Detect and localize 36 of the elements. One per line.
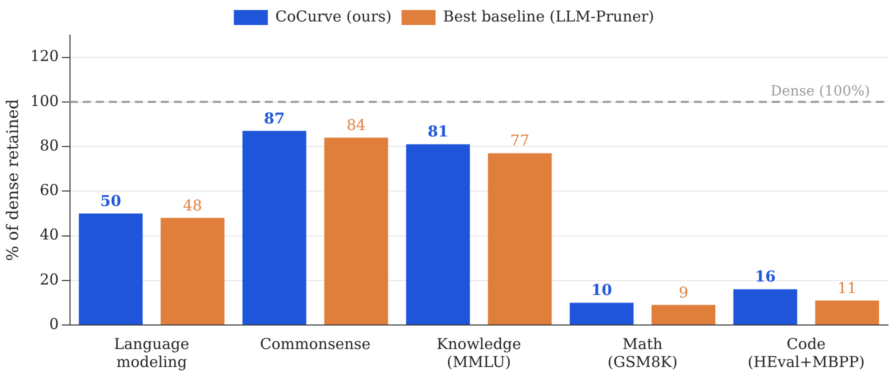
- data-label: 50: [100, 192, 122, 210]
- data-label: 48: [183, 196, 202, 214]
- y-tick-label: 120: [30, 47, 59, 66]
- data-label: 81: [428, 122, 448, 141]
- bar: [242, 130, 306, 324]
- data-label: 84: [346, 116, 366, 134]
- y-tick-label: 40: [40, 226, 59, 244]
- x-tick-label: Knowledge (MMLU): [436, 334, 522, 371]
- bar: [406, 144, 470, 324]
- y-tick-label: 0: [49, 314, 59, 333]
- bar: [652, 304, 716, 324]
- x-tick-label: Code (HEval+MBPP): [748, 334, 865, 371]
- y-tick-label: 20: [40, 270, 59, 288]
- bar: [733, 289, 798, 324]
- x-tick-label: Math (GSM8K): [608, 334, 678, 371]
- data-label: 16: [754, 268, 776, 286]
- y-tick-label: 80: [40, 136, 59, 154]
- bar: [324, 138, 388, 324]
- legend-label: Best baseline (LLM-Pruner): [443, 7, 654, 26]
- y-axis-title: % of dense retained: [2, 99, 22, 261]
- bar: [160, 218, 224, 324]
- x-tick-label: Commonsense: [260, 334, 371, 353]
- y-tick-label: 60: [40, 181, 59, 200]
- ref-line-label: Dense (100%): [770, 84, 870, 100]
- bar: [488, 153, 552, 324]
- legend-label: CoCurve (ours): [275, 7, 392, 26]
- bar: [78, 213, 143, 324]
- y-tick-label: 100: [30, 92, 59, 110]
- bar: [815, 300, 879, 324]
- bar: [570, 302, 634, 324]
- data-label: 11: [838, 278, 857, 297]
- x-tick-label: Language modeling: [114, 334, 190, 371]
- data-label: 10: [591, 281, 612, 300]
- data-label: 87: [264, 109, 285, 128]
- data-label: 77: [510, 132, 530, 150]
- data-label: 9: [678, 283, 688, 302]
